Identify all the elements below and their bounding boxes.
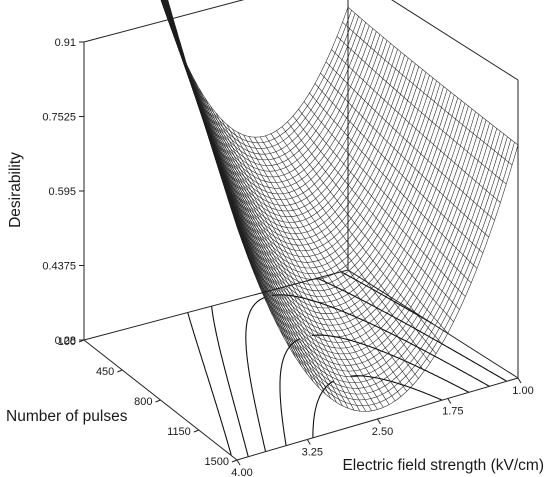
mesh-line-y-37 xyxy=(201,114,480,349)
mesh-line-x-28 xyxy=(193,78,355,411)
mesh-line-y-2 xyxy=(160,0,356,149)
x-tick-label-2: 2.50 xyxy=(372,426,393,438)
y-tick-label-1: 450 xyxy=(96,366,114,378)
mesh-line-y-5 xyxy=(161,0,366,166)
mesh-line-y-9 xyxy=(162,0,381,189)
mesh-line-y-32 xyxy=(185,62,462,320)
mesh-line-x-13 xyxy=(276,130,443,344)
floor-contour-2-0 xyxy=(271,294,490,387)
floor-contour-3-1 xyxy=(211,306,249,457)
floor-contour-1-1 xyxy=(279,338,300,446)
frame-back xyxy=(83,0,519,379)
mesh-line-y-26 xyxy=(167,0,441,286)
mesh-line-y-45 xyxy=(227,136,508,395)
x-tick-label-4: 4.00 xyxy=(231,467,252,477)
z-tick-label-0: 0.28 xyxy=(55,335,76,347)
x-tick-mark-0 xyxy=(517,377,522,384)
mesh-line-y-4 xyxy=(161,0,363,161)
mesh-line-x-2 xyxy=(336,36,507,185)
mesh-line-x-12 xyxy=(281,126,449,334)
y-tick-label-4: 1500 xyxy=(205,456,229,468)
z-tick-label-4: 0.91 xyxy=(55,37,76,49)
mesh-line-y-3 xyxy=(161,0,359,155)
mesh-line-y-15 xyxy=(163,0,402,223)
mesh-line-x-46 xyxy=(166,0,249,260)
mesh-line-y-43 xyxy=(220,131,501,383)
mesh-line-y-46 xyxy=(230,139,512,401)
y-tick-mark-4 xyxy=(231,459,238,463)
mesh-line-x-43 xyxy=(164,0,267,302)
x-tick-label-1: 1.75 xyxy=(442,406,463,418)
mesh-line-y-11 xyxy=(162,0,388,200)
mesh-line-y-25 xyxy=(167,0,437,280)
x-tick-mark-3 xyxy=(306,439,311,445)
mesh-line-y-27 xyxy=(169,7,444,292)
mesh-line-x-1 xyxy=(342,21,513,166)
mesh-line-y-33 xyxy=(188,72,466,326)
mesh-line-y-41 xyxy=(214,125,494,372)
z-tick-label-1: 0.4375 xyxy=(42,261,76,273)
mesh-line-y-44 xyxy=(224,133,505,389)
y-axis-label: Number of pulses xyxy=(6,408,128,425)
frame-edge-floor-right xyxy=(347,269,519,379)
y-tick-label-3: 1150 xyxy=(167,426,191,438)
y-tick-label-2: 800 xyxy=(134,396,152,408)
floor-contour-2-1 xyxy=(245,296,267,452)
mesh-line-y-34 xyxy=(192,83,469,332)
mesh-line-y-36 xyxy=(198,104,476,343)
z-axis-label: Desirability xyxy=(7,152,24,228)
x-tick-mark-2 xyxy=(377,418,381,425)
mesh-line-x-42 xyxy=(163,0,273,315)
mesh-line-y-40 xyxy=(211,122,490,366)
frame-edge-top-back xyxy=(83,0,245,43)
mesh-line-y-28 xyxy=(172,18,448,297)
floor-contour-4-1 xyxy=(187,312,232,455)
mesh-line-x-0 xyxy=(347,6,519,146)
mesh-line-y-38 xyxy=(204,117,483,355)
floor-contour-0-1 xyxy=(312,380,335,438)
mesh-line-y-22 xyxy=(166,0,427,263)
y-tick-mark-0 xyxy=(78,339,85,343)
y-tick-mark-2 xyxy=(155,399,161,403)
floor-contour-1-0 xyxy=(311,334,470,393)
mesh-line-y-39 xyxy=(208,119,487,360)
x-tick-label-3: 3.25 xyxy=(302,447,323,459)
mesh-line-y-6 xyxy=(161,0,370,172)
tick-group: 0.28 0.4375 0.595 0.7525 0.91 100 450 800 1150 15… xyxy=(42,37,533,477)
mesh-line-y-1 xyxy=(160,0,352,144)
y-tick-label-0: 100 xyxy=(58,336,76,348)
mesh-line-y-8 xyxy=(162,0,377,183)
z-tick-label-2: 0.595 xyxy=(48,186,76,198)
mesh-line-y-10 xyxy=(162,0,384,195)
y-tick-mark-3 xyxy=(193,429,199,433)
x-axis-label: Electric field strength (kV/cm) xyxy=(342,457,544,474)
x-tick-mark-4 xyxy=(236,459,241,466)
mesh-line-x-11 xyxy=(287,121,454,322)
mesh-line-y-35 xyxy=(195,94,473,337)
mesh-line-y-12 xyxy=(163,0,391,206)
mesh-line-y-7 xyxy=(161,0,374,178)
mesh-line-y-42 xyxy=(217,128,498,378)
x-tick-mark-1 xyxy=(447,398,452,404)
floor-contour-3-0 xyxy=(316,277,508,382)
frame-edge-floor-back xyxy=(83,269,349,341)
mesh-line-y-48 xyxy=(236,144,519,412)
surface-mesh xyxy=(160,0,519,412)
mesh-line-y-0 xyxy=(160,0,349,138)
x-tick-label-0: 1.00 xyxy=(512,385,533,397)
z-tick-label-3: 0.7525 xyxy=(42,112,76,124)
mesh-line-y-47 xyxy=(233,142,515,406)
frame-edge-top-right xyxy=(391,0,519,81)
y-tick-mark-1 xyxy=(117,369,123,373)
